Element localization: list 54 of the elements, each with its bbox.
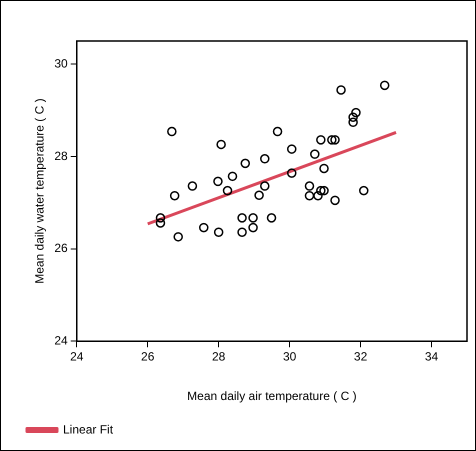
point — [266, 213, 276, 223]
point — [348, 118, 358, 128]
point — [319, 186, 329, 196]
y-axis-title: Mean daily water temperature ( C ) — [32, 98, 47, 284]
point — [359, 186, 369, 196]
point — [237, 213, 247, 223]
x-tick-label: 26 — [141, 350, 155, 364]
point — [214, 227, 224, 237]
point — [156, 213, 166, 223]
x-axis-title: Mean daily air temperature ( C ) — [187, 389, 357, 404]
y-tick-label: 24 — [54, 334, 68, 348]
point — [313, 190, 323, 200]
point — [286, 168, 296, 178]
point — [248, 222, 258, 232]
point — [380, 80, 390, 90]
x-tick-label: 32 — [354, 350, 368, 364]
x-tick-label: 24 — [70, 350, 84, 364]
point — [319, 164, 329, 174]
point — [199, 222, 209, 232]
point — [348, 112, 358, 122]
y-tick-label: 26 — [54, 241, 68, 256]
point — [173, 232, 183, 242]
x-tick-label: 28 — [212, 350, 226, 364]
point — [272, 126, 282, 136]
y-tick-label: 30 — [54, 56, 68, 70]
legend-label: Linear Fit — [63, 422, 114, 436]
point — [260, 181, 270, 191]
point — [304, 190, 314, 200]
point — [316, 135, 326, 145]
point — [260, 154, 270, 164]
point — [237, 227, 247, 237]
x-tick-label: 34 — [424, 350, 439, 364]
point — [254, 190, 264, 200]
y-tick-label: 28 — [54, 148, 68, 163]
point — [330, 135, 340, 145]
point — [170, 190, 180, 200]
point — [327, 135, 337, 145]
point — [188, 181, 198, 191]
point — [310, 149, 320, 159]
point — [248, 213, 258, 223]
point — [316, 186, 326, 196]
point — [213, 176, 223, 186]
point — [240, 158, 250, 168]
point — [216, 140, 226, 150]
point — [330, 196, 340, 206]
point — [336, 85, 346, 95]
point — [222, 186, 232, 196]
point — [228, 172, 238, 182]
x-tick-label: 30 — [282, 350, 297, 364]
point — [167, 126, 177, 136]
point — [156, 218, 166, 228]
point — [304, 181, 314, 191]
point — [286, 144, 296, 154]
point — [351, 108, 361, 118]
